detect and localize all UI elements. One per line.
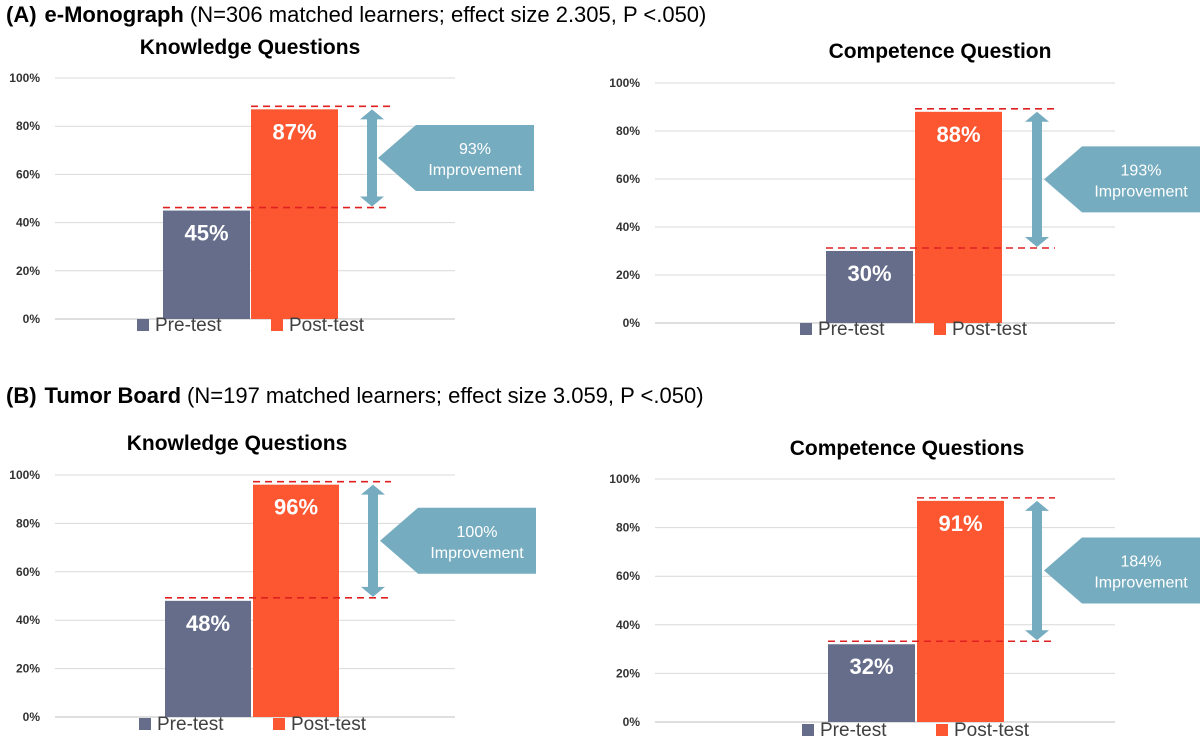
- legend-label-post-test: Post-test: [289, 315, 365, 336]
- data-label-pre-test: 48%: [186, 611, 230, 636]
- improvement-double-arrow: [1025, 111, 1049, 247]
- y-tick-label: 80%: [616, 521, 640, 535]
- y-tick-label: 20%: [16, 662, 40, 676]
- section-a-name: e-Monograph: [44, 2, 184, 27]
- data-label-pre-test: 45%: [184, 221, 228, 246]
- improvement-percent: 93%: [459, 141, 491, 158]
- legend-swatch-pre-test: [139, 718, 151, 730]
- legend-swatch-pre-test: [802, 724, 814, 736]
- legend-label-pre-test: Pre-test: [155, 315, 222, 336]
- improvement-double-arrow: [360, 109, 384, 207]
- data-label-post-test: 91%: [938, 511, 982, 536]
- y-tick-label: 100%: [9, 468, 40, 482]
- section-a-letter: (A): [6, 2, 37, 27]
- bar-post-test: [917, 500, 1004, 722]
- section-a-header: (A) e-Monograph (N=306 matched learners; e…: [6, 2, 706, 28]
- y-tick-label: 80%: [16, 516, 40, 530]
- legend-label-post-test: Post-test: [952, 319, 1028, 340]
- improvement-text: Improvement: [428, 162, 522, 179]
- y-tick-label: 20%: [616, 666, 640, 680]
- section-a-detail: (N=306 matched learners; effect size 2.3…: [189, 2, 707, 27]
- chart-3-title: Knowledge Questions: [126, 432, 348, 455]
- chart-competence-b: 0% 20% 40% 60% 80% 100% 32% 91% 184% Improvement P…: [609, 472, 1200, 741]
- y-tick-label: 60%: [16, 565, 40, 579]
- improvement-callout: [1044, 537, 1200, 604]
- legend-label-post-test: Post-test: [291, 714, 367, 735]
- legend-swatch-post-test: [271, 319, 283, 331]
- chart-knowledge-a: 0% 20% 40% 60% 80% 100% 45% 87% 93% Improvement Pr…: [9, 71, 534, 336]
- improvement-callout: [378, 124, 534, 191]
- chart-knowledge-b: 0% 20% 40% 60% 80% 100% 48% 96% 100% Improvement P…: [9, 468, 536, 735]
- improvement-text: Improvement: [1094, 183, 1188, 200]
- section-b-name: Tumor Board: [44, 383, 182, 408]
- legend-swatch-post-test: [273, 718, 285, 730]
- section-b-letter: (B): [6, 383, 37, 408]
- y-tick-label: 0%: [23, 312, 41, 326]
- section-b-detail: (N=197 matched learners; effect size 3.0…: [187, 383, 704, 408]
- y-tick-label: 20%: [16, 264, 40, 278]
- y-tick-label: 0%: [23, 710, 41, 724]
- y-tick-label: 80%: [16, 119, 40, 133]
- y-tick-label: 60%: [616, 172, 640, 186]
- y-tick-label: 60%: [616, 569, 640, 583]
- y-tick-label: 80%: [616, 124, 640, 138]
- improvement-double-arrow: [361, 484, 385, 597]
- improvement-percent: 184%: [1121, 554, 1162, 571]
- legend-swatch-pre-test: [137, 319, 149, 331]
- bar-pre-test: [163, 210, 250, 319]
- y-tick-label: 40%: [16, 613, 40, 627]
- chart-4-title: Competence Questions: [789, 437, 1025, 460]
- data-label-post-test: 96%: [274, 495, 318, 520]
- improvement-callout: [380, 507, 536, 574]
- improvement-text: Improvement: [430, 545, 524, 562]
- y-tick-label: 40%: [16, 216, 40, 230]
- y-tick-label: 0%: [623, 316, 641, 330]
- chart-competence-a: 0% 20% 40% 60% 80% 100% 30% 88% 193% Improvement P…: [609, 76, 1200, 340]
- y-tick-label: 100%: [609, 472, 640, 486]
- improvement-percent: 100%: [457, 524, 498, 541]
- data-label-post-test: 88%: [936, 122, 980, 147]
- data-label-post-test: 87%: [272, 119, 316, 144]
- legend-swatch-post-test: [936, 724, 948, 736]
- improvement-text: Improvement: [1094, 575, 1188, 592]
- improvement-percent: 193%: [1121, 162, 1162, 179]
- legend-label-pre-test: Pre-test: [820, 720, 887, 741]
- bar-post-test: [915, 111, 1002, 323]
- bar-pre-test: [828, 644, 915, 722]
- legend-label-post-test: Post-test: [954, 720, 1030, 741]
- data-label-pre-test: 32%: [849, 654, 893, 679]
- y-tick-label: 100%: [609, 76, 640, 90]
- chart-2-title: Competence Question: [828, 40, 1052, 63]
- improvement-double-arrow: [1025, 500, 1049, 641]
- data-label-pre-test: 30%: [847, 261, 891, 286]
- legend-label-pre-test: Pre-test: [818, 319, 885, 340]
- improvement-callout: [1044, 146, 1200, 213]
- bar-post-test: [253, 484, 339, 717]
- y-tick-label: 60%: [16, 167, 40, 181]
- bar-post-test: [251, 109, 338, 319]
- section-b-header: (B) Tumor Board (N=197 matched learners; e…: [6, 383, 704, 409]
- y-tick-label: 20%: [616, 268, 640, 282]
- bar-pre-test: [826, 251, 913, 323]
- y-tick-label: 100%: [9, 71, 40, 85]
- legend-swatch-post-test: [934, 323, 946, 335]
- legend-swatch-pre-test: [800, 323, 812, 335]
- y-tick-label: 0%: [623, 715, 641, 729]
- legend-label-pre-test: Pre-test: [157, 714, 224, 735]
- y-tick-label: 40%: [616, 220, 640, 234]
- y-tick-label: 40%: [616, 618, 640, 632]
- bar-pre-test: [165, 600, 251, 717]
- chart-1-title: Knowledge Questions: [139, 36, 361, 59]
